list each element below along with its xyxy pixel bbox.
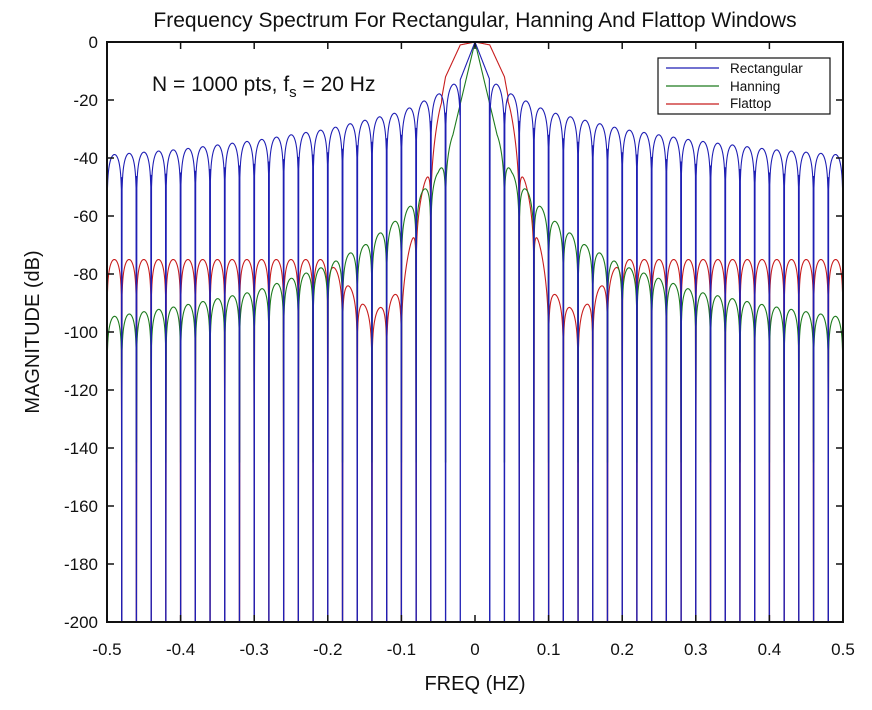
x-tick-label: 0.1 [537,640,561,659]
x-tick-label: -0.5 [92,640,121,659]
annotation-subscript: s [289,84,297,101]
y-tick-label: -200 [64,613,98,632]
plot-frame [106,41,844,623]
annotation-tail: = 20 Hz [297,73,376,96]
x-axis-label: FREQ (HZ) [424,673,525,695]
tick-layer: -0.5 -0.4 -0.3 -0.2 -0.1 0 0.1 0.2 0.3 0.4 0.5 0 -20… [64,33,855,659]
series-line-flattop [107,42,843,622]
y-tick-label: -60 [73,207,98,226]
y-tick-label: -40 [73,149,98,168]
y-tick-label: -120 [64,381,98,400]
x-tick-label: -0.3 [240,640,269,659]
x-tick-label: -0.4 [166,640,195,659]
legend-label-flattop: Flattop [730,96,771,111]
chart-legend: Rectangular Hanning Flattop [657,57,831,115]
x-tick-label: 0 [470,640,479,659]
legend-label-rectangular: Rectangular [730,61,803,76]
chart-annotation: N = 1000 pts, fs = 20 Hz [152,73,375,101]
legend-label-hanning: Hanning [730,79,780,94]
x-tick-label: 0.3 [684,640,708,659]
x-tick-label: -0.1 [387,640,416,659]
y-tick-label: -80 [73,265,98,284]
y-tick-label: -140 [64,439,98,458]
series-layer [107,42,843,622]
annotation-main: N = 1000 pts, f [152,73,289,96]
y-tick-label: -160 [64,497,98,516]
series-line-rectangular [107,42,843,622]
y-tick-label: -100 [64,323,98,342]
x-tick-label: -0.2 [313,640,342,659]
series-line-hanning [107,42,843,463]
x-tick-label: 0.4 [758,640,782,659]
y-tick-label: -180 [64,555,98,574]
x-tick-label: 0.2 [610,640,634,659]
y-tick-label: 0 [89,33,98,52]
y-tick-label: -20 [73,91,98,110]
chart-title: Frequency Spectrum For Rectangular, Hann… [153,9,796,32]
x-tick-label: 0.5 [831,640,855,659]
y-axis-label: MAGNITUDE (dB) [22,250,44,413]
